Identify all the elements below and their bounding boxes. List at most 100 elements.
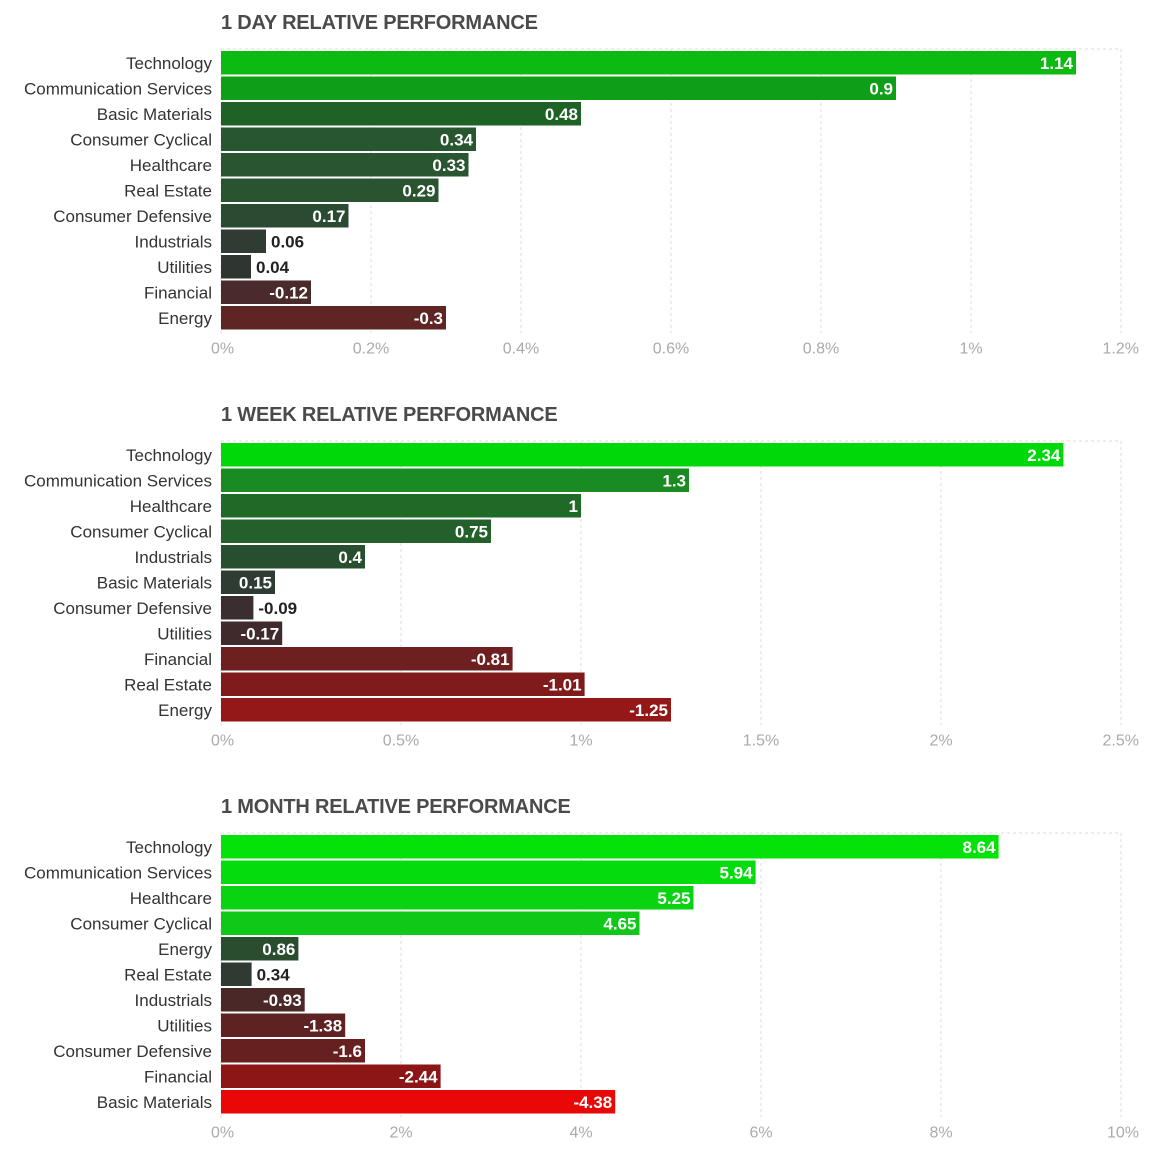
category-label: Industrials xyxy=(135,548,212,567)
x-tick-label: 2% xyxy=(929,733,952,750)
category-label: Consumer Cyclical xyxy=(70,130,212,149)
category-label: Real Estate xyxy=(124,181,212,200)
x-tick-label: 6% xyxy=(749,1125,772,1142)
category-label: Consumer Cyclical xyxy=(70,914,212,933)
bar xyxy=(221,988,305,1012)
category-label: Healthcare xyxy=(130,156,212,175)
category-label: Utilities xyxy=(157,258,212,277)
bar xyxy=(221,647,513,671)
data-label: -0.17 xyxy=(240,624,279,643)
x-tick-label: 10% xyxy=(1107,1125,1139,1142)
x-tick-label: 0% xyxy=(211,733,234,750)
bar xyxy=(221,698,671,722)
bar xyxy=(221,545,365,569)
data-label: 0.86 xyxy=(262,940,295,959)
data-label: 0.29 xyxy=(402,181,435,200)
category-label: Healthcare xyxy=(130,497,212,516)
bar xyxy=(221,127,476,151)
x-tick-label: 4% xyxy=(569,1125,592,1142)
data-label: -1.25 xyxy=(629,701,668,720)
category-label: Basic Materials xyxy=(97,573,212,592)
bar xyxy=(221,1039,365,1063)
data-label: 0.15 xyxy=(239,573,272,592)
category-label: Financial xyxy=(144,283,212,302)
bar xyxy=(221,51,1076,75)
category-label: Energy xyxy=(158,940,212,959)
x-tick-label: 1.5% xyxy=(743,733,779,750)
data-label: -0.81 xyxy=(471,650,510,669)
category-label: Basic Materials xyxy=(97,1093,212,1112)
data-label: -0.09 xyxy=(258,599,297,618)
data-label: 0.34 xyxy=(257,965,291,984)
bar xyxy=(221,519,491,543)
chart-plot: 0% 2% 4% 6% 8% 10% Technology 8.64 Communication… xyxy=(24,832,1139,1142)
data-label: 8.64 xyxy=(963,838,997,857)
bar xyxy=(221,204,349,228)
data-label: -1.6 xyxy=(333,1042,362,1061)
bar xyxy=(221,860,756,884)
category-label: Technology xyxy=(126,446,213,465)
data-label: 0.33 xyxy=(432,156,465,175)
bar xyxy=(221,596,254,620)
data-label: 2.34 xyxy=(1027,446,1061,465)
data-label: 0.04 xyxy=(256,258,290,277)
bar xyxy=(221,494,581,518)
category-label: Communication Services xyxy=(24,79,212,98)
category-label: Real Estate xyxy=(124,965,212,984)
category-label: Industrials xyxy=(135,991,212,1010)
category-label: Technology xyxy=(126,838,213,857)
data-label: 1.3 xyxy=(662,471,686,490)
data-label: 0.06 xyxy=(271,232,304,251)
bar xyxy=(221,255,251,279)
x-tick-label: 1% xyxy=(959,341,982,358)
bar xyxy=(221,468,689,492)
data-label: 0.48 xyxy=(545,105,578,124)
data-label: -1.38 xyxy=(303,1016,342,1035)
bar xyxy=(221,570,275,594)
category-label: Utilities xyxy=(157,1016,212,1035)
x-tick-label: 2.5% xyxy=(1103,733,1139,750)
bar xyxy=(221,443,1064,467)
data-label: 0.34 xyxy=(440,130,474,149)
data-label: 0.75 xyxy=(455,522,488,541)
bar xyxy=(221,835,999,859)
data-label: 0.9 xyxy=(869,79,893,98)
data-label: -2.44 xyxy=(399,1067,438,1086)
x-tick-label: 0.5% xyxy=(383,733,419,750)
category-label: Financial xyxy=(144,650,212,669)
bar xyxy=(221,229,266,253)
data-label: 4.65 xyxy=(603,914,636,933)
bar xyxy=(221,178,439,202)
category-label: Energy xyxy=(158,701,212,720)
category-label: Consumer Cyclical xyxy=(70,522,212,541)
data-label: -0.3 xyxy=(414,309,443,328)
data-label: 1 xyxy=(569,497,578,516)
category-label: Basic Materials xyxy=(97,105,212,124)
bar xyxy=(221,1064,441,1088)
category-label: Consumer Defensive xyxy=(53,1042,212,1061)
bar xyxy=(221,76,896,100)
category-label: Industrials xyxy=(135,232,212,251)
category-label: Communication Services xyxy=(24,471,212,490)
data-label: 0.17 xyxy=(312,207,345,226)
category-label: Consumer Defensive xyxy=(53,599,212,618)
x-tick-label: 0.6% xyxy=(653,341,689,358)
data-label: -0.12 xyxy=(269,283,308,302)
category-label: Energy xyxy=(158,309,212,328)
category-label: Utilities xyxy=(157,624,212,643)
category-label: Real Estate xyxy=(124,675,212,694)
bar xyxy=(221,306,446,330)
x-tick-label: 0.4% xyxy=(503,341,539,358)
data-label: 1.14 xyxy=(1040,54,1074,73)
data-label: -4.38 xyxy=(573,1093,612,1112)
bar xyxy=(221,621,283,645)
bar xyxy=(221,886,694,910)
x-tick-label: 2% xyxy=(389,1125,412,1142)
bar xyxy=(221,1090,616,1114)
category-label: Technology xyxy=(126,54,213,73)
bar xyxy=(221,153,469,177)
x-tick-label: 0% xyxy=(211,1125,234,1142)
category-label: Consumer Defensive xyxy=(53,207,212,226)
bar xyxy=(221,672,585,696)
x-tick-label: 1.2% xyxy=(1103,341,1139,358)
